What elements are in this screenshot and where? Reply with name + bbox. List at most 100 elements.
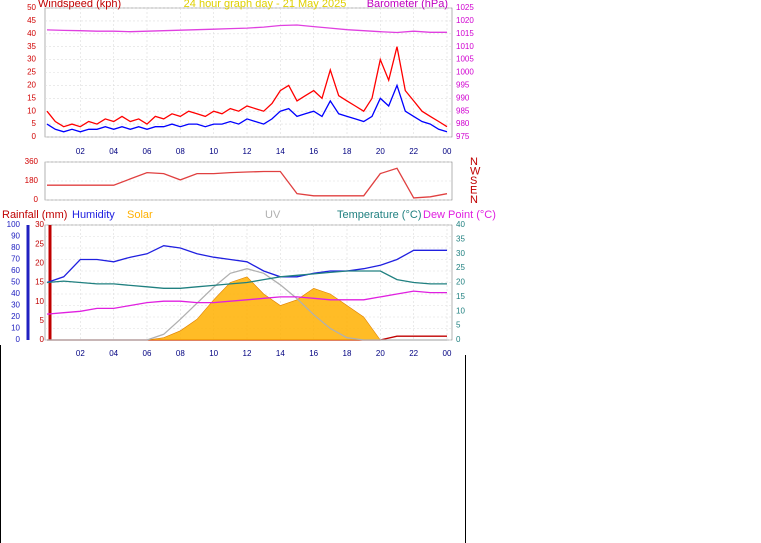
series-line (46, 270, 447, 289)
y-tick-label: 80 (11, 243, 20, 252)
y-tick-label: 180 (25, 176, 39, 185)
y-tick-label: 15 (27, 93, 36, 102)
x-tick-label: 06 (143, 147, 152, 156)
x-tick-label: 14 (276, 147, 285, 156)
y-tick-label: 40 (27, 29, 36, 38)
y-tick-label: 40 (11, 289, 20, 298)
y-tick-label: S (470, 175, 477, 187)
x-tick-label: 02 (76, 349, 85, 358)
x-tick-label: 16 (309, 147, 318, 156)
series-line (47, 167, 448, 199)
y-tick-label: 5 (32, 119, 37, 128)
y-tick-label: 35 (27, 42, 36, 51)
y-tick-label: 30 (35, 220, 44, 229)
y-tick-label: 0 (456, 335, 461, 344)
y-tick-label: 45 (27, 16, 36, 25)
x-tick-label: 06 (143, 349, 152, 358)
y-tick-label: 0 (32, 132, 37, 141)
y-tick-label: 1020 (456, 16, 474, 25)
x-tick-label: 12 (243, 147, 252, 156)
x-tick-label: 02 (76, 147, 85, 156)
chart-label: Barometer (hPa) (367, 0, 448, 10)
y-tick-label: 360 (25, 157, 39, 166)
y-tick-label: 980 (456, 119, 470, 128)
y-tick-label: 15 (456, 292, 465, 301)
y-tick-label: 20 (35, 258, 44, 267)
y-tick-label: 10 (11, 324, 20, 333)
legend-entry: Solar (127, 209, 153, 221)
chart-label: Windspeed (kph) (38, 0, 121, 10)
series-line (47, 268, 447, 341)
x-tick-label: 08 (176, 147, 185, 156)
x-tick-label: 04 (109, 349, 118, 358)
y-tick-label: 20 (27, 81, 36, 90)
plot-area (44, 161, 453, 201)
legend-entry: Dew Point (°C) (423, 209, 496, 221)
series-line (46, 290, 447, 315)
x-tick-label: 12 (243, 349, 252, 358)
x-tick-label: 10 (209, 349, 218, 358)
y-tick-label: 20 (11, 312, 20, 321)
y-tick-label: W (470, 165, 481, 177)
x-tick-label: 22 (409, 147, 418, 156)
chart-label: 24 hour graph day - 21 May 2025 (184, 0, 347, 10)
y-tick-label: 30 (27, 55, 36, 64)
legend-entry: Temperature (°C) (337, 209, 421, 221)
y-tick-label: 50 (11, 278, 20, 287)
y-tick-label: 0 (40, 335, 45, 344)
series-line (46, 46, 448, 128)
x-tick-label: 18 (343, 349, 352, 358)
series-line (46, 83, 448, 133)
x-tick-label: 04 (109, 147, 118, 156)
x-tick-label: 00 (443, 349, 452, 358)
y-tick-label: 10 (456, 306, 465, 315)
y-tick-label: 35 (456, 234, 465, 243)
y-tick-label: 1010 (456, 42, 474, 51)
y-tick-label: 90 (11, 232, 20, 241)
y-tick-label: N (470, 156, 478, 168)
x-tick-label: 16 (309, 349, 318, 358)
y-tick-label: 995 (456, 81, 470, 90)
y-tick-label: 30 (456, 249, 465, 258)
series-line (46, 24, 447, 34)
y-tick-label: N (470, 194, 478, 206)
y-tick-label: 60 (11, 266, 20, 275)
x-tick-label: 18 (343, 147, 352, 156)
y-tick-label: 25 (35, 239, 44, 248)
y-tick-label: 10 (35, 297, 44, 306)
y-tick-label: 70 (11, 255, 20, 264)
y-tick-label: 975 (456, 132, 470, 141)
legend-entry: Humidity (72, 209, 115, 221)
x-tick-label: 20 (376, 349, 385, 358)
y-tick-label: E (470, 184, 477, 196)
x-tick-label: 00 (443, 147, 452, 156)
y-tick-label: 1025 (456, 3, 474, 12)
x-tick-label: 14 (276, 349, 285, 358)
y-tick-label: 0 (34, 195, 39, 204)
y-tick-label: 985 (456, 106, 470, 115)
x-tick-label: 22 (409, 349, 418, 358)
x-tick-label: 10 (209, 147, 218, 156)
x-tick-label: 08 (176, 349, 185, 358)
y-tick-label: 20 (456, 278, 465, 287)
legend-entry: UV (265, 209, 281, 221)
x-tick-label: 20 (376, 147, 385, 156)
y-tick-label: 1000 (456, 68, 474, 77)
y-tick-label: 1005 (456, 55, 474, 64)
y-tick-label: 10 (27, 106, 36, 115)
y-tick-label: 5 (40, 316, 45, 325)
legend-entry: Rainfall (mm) (2, 209, 67, 221)
y-tick-label: 990 (456, 93, 470, 102)
y-tick-label: 50 (27, 3, 36, 12)
y-tick-label: 0 (16, 335, 21, 344)
y-tick-label: 15 (35, 278, 44, 287)
y-tick-label: 5 (456, 321, 461, 330)
y-tick-label: 30 (11, 301, 20, 310)
y-tick-label: 100 (7, 220, 21, 229)
y-tick-label: 40 (456, 220, 465, 229)
y-tick-label: 1015 (456, 29, 474, 38)
y-tick-label: 25 (456, 263, 465, 272)
series-line (46, 245, 447, 284)
y-tick-label: 25 (27, 68, 36, 77)
